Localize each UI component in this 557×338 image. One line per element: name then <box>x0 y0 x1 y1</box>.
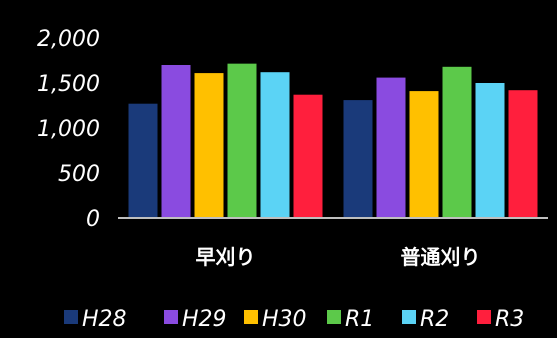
y-tick-label: 500 <box>58 162 100 187</box>
y-tick-label: 1,500 <box>37 72 100 97</box>
y-axis-ticks: 0 500 1,000 1,500 2,000 <box>37 27 100 232</box>
bar-r2-1 <box>261 72 290 218</box>
cropped-title-strip <box>0 0 557 8</box>
legend-label: H30 <box>262 307 307 332</box>
category-labels: 早刈り 普通刈り <box>196 245 481 269</box>
legend: H28 H29 H30 R1 R2 R3 <box>64 307 524 332</box>
category-label: 普通刈り <box>401 245 481 269</box>
legend-label: R3 <box>495 307 524 332</box>
y-tick-label: 1,000 <box>37 117 100 142</box>
legend-swatch <box>327 310 341 324</box>
bar-r1-2 <box>443 67 472 218</box>
legend-swatch <box>164 310 178 324</box>
bar-r3-1 <box>294 95 323 218</box>
bar-h29-1 <box>162 65 191 218</box>
bar-h30-1 <box>195 73 224 218</box>
bar-r2-2 <box>476 83 505 218</box>
legend-label: R2 <box>420 307 449 332</box>
y-tick-label: 0 <box>86 207 100 232</box>
legend-label: R1 <box>345 307 374 332</box>
category-label: 早刈り <box>196 245 256 269</box>
legend-swatch <box>244 310 258 324</box>
legend-swatch <box>477 310 491 324</box>
bar-r1-1 <box>228 64 257 218</box>
legend-label: H29 <box>182 307 227 332</box>
legend-swatch <box>64 310 78 324</box>
bars <box>129 64 538 218</box>
bar-h28-1 <box>129 104 158 218</box>
legend-swatch <box>402 310 416 324</box>
y-tick-label: 2,000 <box>37 27 100 52</box>
bar-h30-2 <box>410 91 439 218</box>
bar-h29-2 <box>377 78 406 218</box>
legend-label: H28 <box>82 307 127 332</box>
bar-r3-2 <box>509 90 538 218</box>
bar-h28-2 <box>344 100 373 218</box>
